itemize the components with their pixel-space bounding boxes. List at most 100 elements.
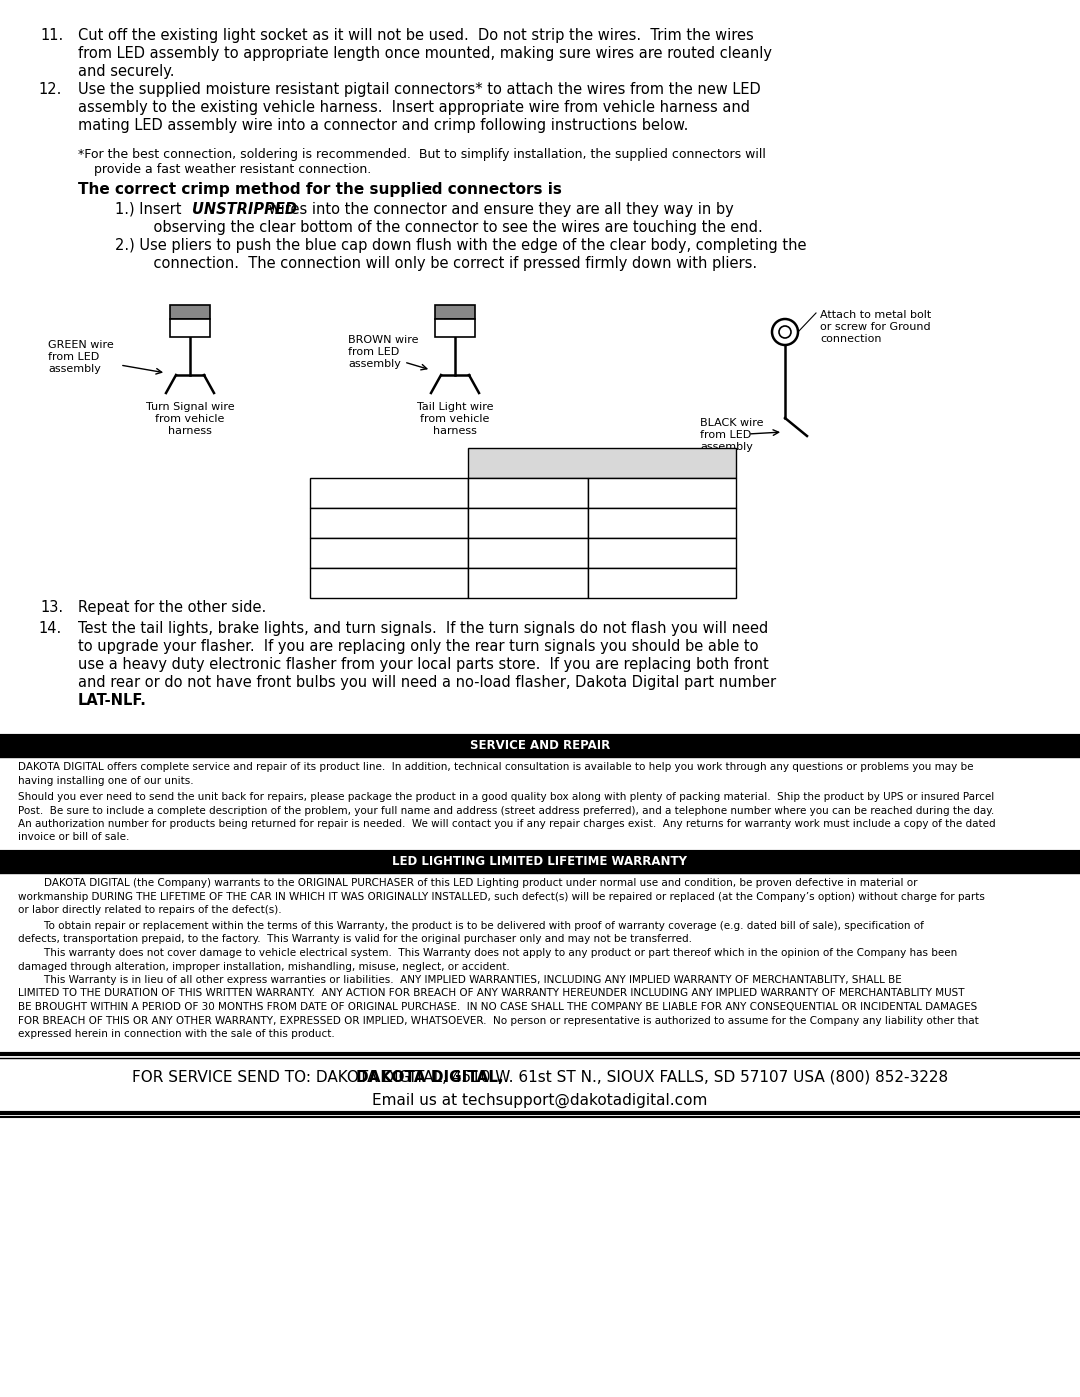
Text: 14.: 14. bbox=[38, 622, 62, 636]
Bar bbox=[588, 509, 735, 538]
Text: FOR BREACH OF THIS OR ANY OTHER WARRANTY, EXPRESSED OR IMPLIED, WHATSOEVER.  No : FOR BREACH OF THIS OR ANY OTHER WARRANTY… bbox=[18, 1016, 978, 1025]
Bar bbox=[468, 509, 588, 538]
Bar bbox=[170, 305, 210, 319]
Circle shape bbox=[779, 326, 791, 338]
Text: 13.: 13. bbox=[40, 599, 63, 615]
Bar bbox=[588, 569, 735, 598]
Text: to upgrade your flasher.  If you are replacing only the rear turn signals you sh: to upgrade your flasher. If you are repl… bbox=[78, 638, 758, 654]
Text: connection: connection bbox=[820, 334, 881, 344]
Text: An authorization number for products being returned for repair is needed.  We wi: An authorization number for products bei… bbox=[18, 819, 996, 828]
Bar bbox=[435, 319, 475, 337]
Bar bbox=[310, 569, 468, 598]
Text: invoice or bill of sale.: invoice or bill of sale. bbox=[18, 833, 130, 842]
Text: FOR SERVICE SEND TO: DAKOTA DIGITAL, 4510 W. 61st ST N., SIOUX FALLS, SD 57107 U: FOR SERVICE SEND TO: DAKOTA DIGITAL, 451… bbox=[132, 1070, 948, 1085]
Text: Repeat for the other side.: Repeat for the other side. bbox=[78, 599, 267, 615]
Text: Ground: Ground bbox=[318, 574, 369, 588]
Text: Passenger’s Turn: Passenger’s Turn bbox=[318, 543, 434, 557]
Text: from LED: from LED bbox=[348, 346, 400, 358]
Text: DAKOTA DIGITAL (the Company) warrants to the ORIGINAL PURCHASER of this LED Ligh: DAKOTA DIGITAL (the Company) warrants to… bbox=[18, 877, 918, 888]
Bar bbox=[310, 538, 468, 569]
Text: Driver’s Turn: Driver’s Turn bbox=[318, 514, 406, 528]
Text: DAKOTA DIGITAL offers complete service and repair of its product line.  In addit: DAKOTA DIGITAL offers complete service a… bbox=[18, 761, 973, 773]
Text: wires into the connector and ensure they are all they way in by: wires into the connector and ensure they… bbox=[264, 203, 733, 217]
Text: from vehicle: from vehicle bbox=[420, 414, 489, 425]
Text: defects, transportation prepaid, to the factory.  This Warranty is valid for the: defects, transportation prepaid, to the … bbox=[18, 935, 692, 944]
Text: This warranty does not cover damage to vehicle electrical system.  This Warranty: This warranty does not cover damage to v… bbox=[18, 949, 957, 958]
Text: or labor directly related to repairs of the defect(s).: or labor directly related to repairs of … bbox=[18, 905, 282, 915]
Text: LED wires: LED wires bbox=[494, 454, 562, 468]
Text: This Warranty is in lieu of all other express warranties or liabilities.  ANY IM: This Warranty is in lieu of all other ex… bbox=[18, 975, 902, 985]
Text: To obtain repair or replacement within the terms of this Warranty, the product i: To obtain repair or replacement within t… bbox=[18, 921, 923, 930]
Text: Black: Black bbox=[476, 574, 514, 588]
Bar bbox=[588, 538, 735, 569]
Text: BROWN wire: BROWN wire bbox=[348, 335, 419, 345]
Text: from LED: from LED bbox=[48, 352, 99, 362]
Bar bbox=[170, 319, 210, 337]
Circle shape bbox=[772, 319, 798, 345]
Text: 12.: 12. bbox=[38, 82, 62, 96]
Bar bbox=[0, 1067, 1080, 1090]
Bar bbox=[468, 478, 588, 509]
Text: assembly: assembly bbox=[48, 365, 100, 374]
Text: :: : bbox=[428, 182, 432, 197]
Text: from vehicle: from vehicle bbox=[156, 414, 225, 425]
Text: assembly to the existing vehicle harness.  Insert appropriate wire from vehicle : assembly to the existing vehicle harness… bbox=[78, 101, 750, 115]
Text: Post.  Be sure to include a complete description of the problem, your full name : Post. Be sure to include a complete desc… bbox=[18, 806, 995, 816]
Text: Email us at techsupport@dakotadigital.com: Email us at techsupport@dakotadigital.co… bbox=[373, 1092, 707, 1108]
Text: SERVICE AND REPAIR: SERVICE AND REPAIR bbox=[470, 739, 610, 752]
Text: harness: harness bbox=[168, 426, 212, 436]
Bar bbox=[310, 478, 468, 509]
Text: LIMITED TO THE DURATION OF THIS WRITTEN WARRANTY.  ANY ACTION FOR BREACH OF ANY : LIMITED TO THE DURATION OF THIS WRITTEN … bbox=[18, 989, 964, 999]
Bar bbox=[468, 538, 588, 569]
Bar bbox=[435, 305, 475, 319]
Text: from LED: from LED bbox=[700, 430, 752, 440]
Text: harness: harness bbox=[433, 426, 477, 436]
Bar bbox=[468, 569, 588, 598]
Text: FOR SERVICE SEND TO: DAKOTA DIGITAL, 4510 W. 61st ST N., SIOUX FALLS, SD 57107 U: FOR SERVICE SEND TO: DAKOTA DIGITAL, 451… bbox=[84, 1070, 996, 1085]
Text: provide a fast weather resistant connection.: provide a fast weather resistant connect… bbox=[78, 163, 372, 176]
Text: workmanship DURING THE LIFETIME OF THE CAR IN WHICH IT WAS ORIGINALLY INSTALLED,: workmanship DURING THE LIFETIME OF THE C… bbox=[18, 891, 985, 901]
Text: assembly: assembly bbox=[348, 359, 401, 369]
Text: Tail Light wire: Tail Light wire bbox=[417, 402, 494, 412]
Text: Chassis or body: Chassis or body bbox=[596, 574, 706, 588]
Text: Vehicle harness: Vehicle harness bbox=[608, 454, 716, 468]
Text: expressed herein in connection with the sale of this product.: expressed herein in connection with the … bbox=[18, 1030, 335, 1039]
Text: from LED assembly to appropriate length once mounted, making sure wires are rout: from LED assembly to appropriate length … bbox=[78, 46, 772, 61]
Text: Attach to metal bolt: Attach to metal bolt bbox=[820, 310, 931, 320]
Text: mating LED assembly wire into a connector and crimp following instructions below: mating LED assembly wire into a connecto… bbox=[78, 117, 688, 133]
Text: Brown or Black: Brown or Black bbox=[596, 483, 701, 497]
Bar bbox=[588, 478, 735, 509]
Text: Should you ever need to send the unit back for repairs, please package the produ: Should you ever need to send the unit ba… bbox=[18, 792, 995, 802]
Text: Green: Green bbox=[476, 514, 518, 528]
Text: 1.) Insert: 1.) Insert bbox=[114, 203, 186, 217]
Text: Tail light: Tail light bbox=[318, 483, 376, 497]
Text: LAT-NLF.: LAT-NLF. bbox=[78, 693, 147, 708]
Bar bbox=[0, 854, 1080, 873]
Text: Turn Signal wire: Turn Signal wire bbox=[146, 402, 234, 412]
Text: and rear or do not have front bulbs you will need a no-load flasher, Dakota Digi: and rear or do not have front bulbs you … bbox=[78, 675, 777, 690]
Text: use a heavy duty electronic flasher from your local parts store.  If you are rep: use a heavy duty electronic flasher from… bbox=[78, 657, 769, 672]
Text: Brown: Brown bbox=[476, 483, 519, 497]
Text: LED LIGHTING LIMITED LIFETIME WARRANTY: LED LIGHTING LIMITED LIFETIME WARRANTY bbox=[392, 855, 688, 868]
Bar bbox=[0, 738, 1080, 757]
Text: assembly: assembly bbox=[700, 441, 753, 453]
Text: *For the best connection, soldering is recommended.  But to simplify installatio: *For the best connection, soldering is r… bbox=[78, 148, 766, 161]
Text: BE BROUGHT WITHIN A PERIOD OF 30 MONTHS FROM DATE OF ORIGINAL PURCHASE.  IN NO C: BE BROUGHT WITHIN A PERIOD OF 30 MONTHS … bbox=[18, 1002, 977, 1011]
Text: observing the clear bottom of the connector to see the wires are touching the en: observing the clear bottom of the connec… bbox=[135, 219, 762, 235]
Text: DAKOTA DIGITAL,: DAKOTA DIGITAL, bbox=[355, 1070, 503, 1085]
Text: Cut off the existing light socket as it will not be used.  Do not strip the wire: Cut off the existing light socket as it … bbox=[78, 28, 754, 43]
Text: 2.) Use pliers to push the blue cap down flush with the edge of the clear body, : 2.) Use pliers to push the blue cap down… bbox=[114, 237, 807, 253]
Text: Yellow or Purple: Yellow or Purple bbox=[596, 543, 705, 557]
Text: Use the supplied moisture resistant pigtail connectors* to attach the wires from: Use the supplied moisture resistant pigt… bbox=[78, 82, 760, 96]
Text: Green or Pink: Green or Pink bbox=[596, 514, 690, 528]
Text: 11.: 11. bbox=[40, 28, 64, 43]
Text: FOR SERVICE SEND TO: DAKOTA DIGITAL, 4510 W. 61st ST N., SIOUX FALLS, SD 57107 U: FOR SERVICE SEND TO: DAKOTA DIGITAL, 451… bbox=[132, 1070, 948, 1085]
Text: connection.  The connection will only be correct if pressed firmly down with pli: connection. The connection will only be … bbox=[135, 256, 757, 271]
Text: Test the tail lights, brake lights, and turn signals.  If the turn signals do no: Test the tail lights, brake lights, and … bbox=[78, 622, 768, 636]
Text: The correct crimp method for the supplied connectors is: The correct crimp method for the supplie… bbox=[78, 182, 562, 197]
Text: BLACK wire: BLACK wire bbox=[700, 418, 764, 427]
Bar bbox=[468, 448, 735, 478]
Text: Green: Green bbox=[476, 543, 518, 557]
Text: or screw for Ground: or screw for Ground bbox=[820, 321, 931, 332]
Text: UNSTRIPPED: UNSTRIPPED bbox=[192, 203, 297, 217]
